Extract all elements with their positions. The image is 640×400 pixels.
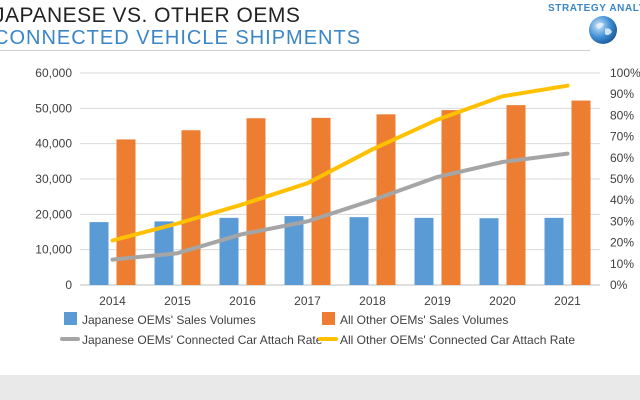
- left-axis-tick-label: 10,000: [35, 243, 72, 257]
- right-axis-tick-label: 100%: [610, 66, 640, 80]
- right-axis-tick-label: 30%: [610, 214, 634, 228]
- bar: [284, 216, 304, 285]
- bar: [311, 117, 331, 285]
- bar: [544, 217, 564, 285]
- left-axis-tick-label: 60,000: [35, 66, 72, 80]
- x-axis-tick-label: 2018: [359, 294, 386, 308]
- left-axis-tick-label: 30,000: [35, 172, 72, 186]
- line-series: [110, 83, 570, 262]
- legend-swatch: [64, 312, 77, 325]
- bar: [441, 110, 461, 285]
- left-axis-tick-label: 20,000: [35, 207, 72, 221]
- globe-icon: [589, 16, 617, 44]
- bar: [571, 100, 591, 285]
- slide-header: JAPANESE VS. OTHER OEMS CONNECTED VEHICL…: [0, 0, 640, 58]
- slide-footer-band: [0, 375, 640, 400]
- bar: [414, 217, 434, 285]
- left-axis-ticks: 0 10,000 20,000 30,000 40,000 50,000 60,000: [35, 66, 72, 292]
- right-axis-tick-label: 70%: [610, 130, 634, 144]
- slide-title: JAPANESE VS. OTHER OEMS: [0, 4, 301, 27]
- right-axis-tick-label: 0%: [610, 278, 628, 292]
- bar: [116, 139, 136, 285]
- x-axis-tick-label: 2015: [164, 294, 191, 308]
- x-axis-tick-label: 2016: [229, 294, 256, 308]
- right-axis-tick-label: 40%: [610, 193, 634, 207]
- x-axis-tick-label: 2019: [424, 294, 451, 308]
- x-axis-tick-label: 2014: [99, 294, 126, 308]
- left-axis-tick-label: 0: [65, 278, 72, 292]
- right-axis-tick-label: 10%: [610, 257, 634, 271]
- x-axis-tick-label: 2021: [554, 294, 581, 308]
- brand-logo-text: STRATEGY ANALYTICS: [548, 3, 640, 14]
- bar: [479, 218, 499, 285]
- right-axis-tick-label: 80%: [610, 108, 634, 122]
- bar: [181, 130, 201, 285]
- legend-label: Japanese OEMs' Sales Volumes: [82, 313, 256, 327]
- right-axis-tick-label: 20%: [610, 236, 634, 250]
- x-axis-tick-label: 2020: [489, 294, 516, 308]
- legend-label: Japanese OEMs' Connected Car Attach Rate: [82, 333, 323, 347]
- legend-swatch: [322, 312, 335, 325]
- right-axis-ticks: 0% 10% 20% 30% 40% 50% 60% 70% 80% 90% 100%: [610, 66, 640, 292]
- bar: [376, 114, 396, 285]
- combo-chart: 0 10,000 20,000 30,000 40,000 50,000 60,000 0%…: [35, 66, 640, 347]
- right-axis-tick-label: 50%: [610, 172, 634, 186]
- bar-series: [89, 100, 591, 285]
- left-axis-tick-label: 40,000: [35, 137, 72, 151]
- header-divider: [0, 50, 590, 51]
- legend-label: All Other OEMs' Sales Volumes: [340, 313, 508, 327]
- x-axis-tick-label: 2017: [294, 294, 321, 308]
- right-axis-tick-label: 90%: [610, 87, 634, 101]
- left-axis-tick-label: 50,000: [35, 101, 72, 115]
- bar: [506, 105, 526, 285]
- series-line: [110, 151, 570, 262]
- slide-subtitle: CONNECTED VEHICLE SHIPMENTS: [0, 27, 362, 49]
- right-axis-tick-label: 60%: [610, 151, 634, 165]
- bar: [219, 217, 239, 285]
- x-axis-ticks: 2014 2015 2016 2017 2018 2019 2020 2021: [99, 294, 581, 308]
- legend: Japanese OEMs' Sales Volumes All Other OE…: [60, 312, 575, 347]
- series-line: [110, 83, 570, 243]
- bar: [89, 222, 109, 285]
- bar: [349, 217, 369, 285]
- legend-label: All Other OEMs' Connected Car Attach Rat…: [340, 333, 575, 347]
